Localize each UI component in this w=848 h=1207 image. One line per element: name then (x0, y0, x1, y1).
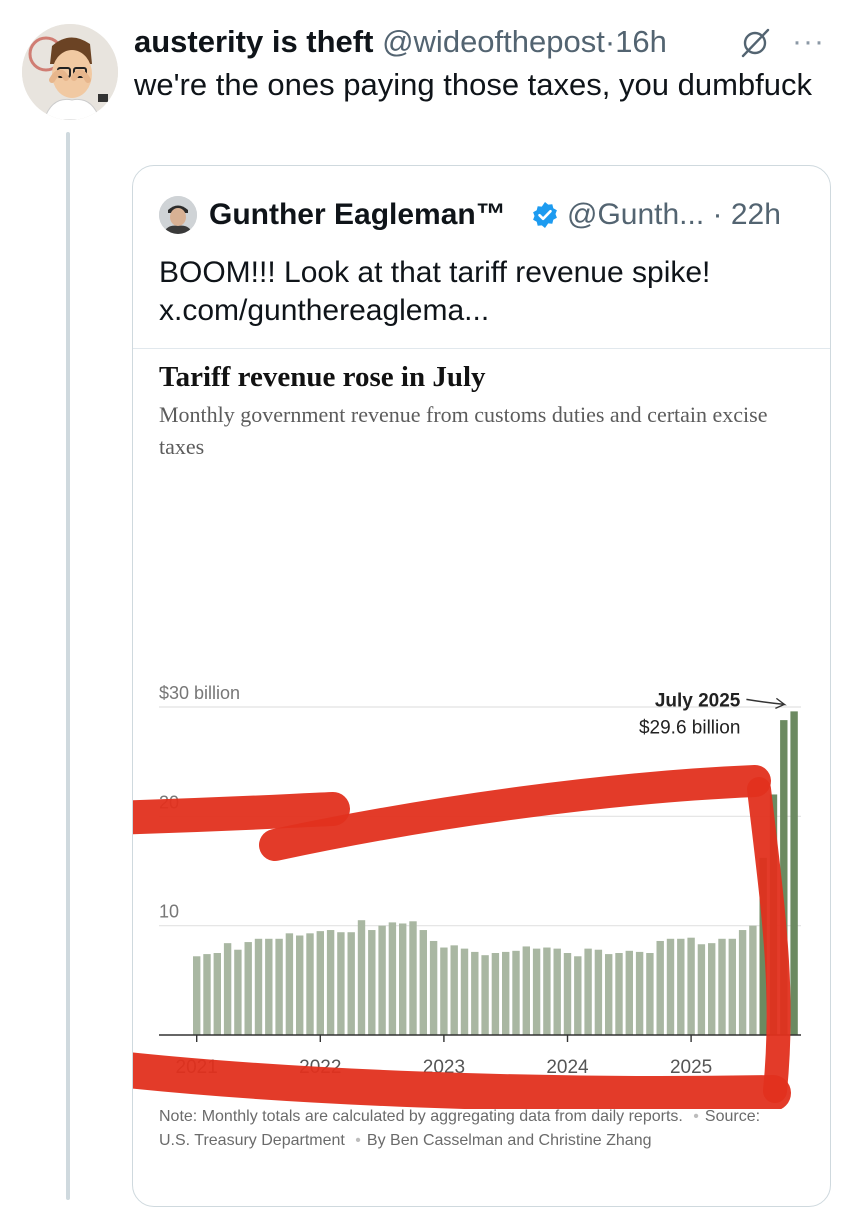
bar (708, 943, 716, 1035)
bar (491, 953, 500, 1035)
x-tick-label: 2024 (546, 1057, 589, 1078)
bar (213, 953, 221, 1035)
bar (759, 857, 767, 1035)
bar (399, 923, 407, 1035)
bar (594, 949, 603, 1035)
bar (419, 930, 427, 1035)
bar (563, 953, 572, 1035)
bar (656, 940, 664, 1035)
bar (378, 925, 386, 1035)
bar (605, 954, 613, 1035)
y-tick-label: 10 (159, 902, 179, 922)
bar (388, 922, 397, 1035)
bar (615, 953, 623, 1035)
bar (223, 943, 232, 1035)
bar (553, 948, 561, 1035)
bar (460, 948, 469, 1035)
author-name[interactable]: austerity is theft (134, 24, 374, 59)
bar (440, 947, 448, 1035)
quoted-tweet[interactable]: Gunther Eagleman™ @Gunth... · 22h BOOM!!… (132, 165, 831, 1207)
quoted-handle-time[interactable]: @Gunth... · 22h (567, 198, 781, 231)
tweet-text: we're the ones paying those taxes, you d… (134, 67, 812, 102)
quoted-tweet-text: BOOM!!! Look at that tariff revenue spik… (159, 256, 711, 327)
bar (749, 925, 757, 1035)
annotation-label: July 2025 (655, 690, 741, 711)
bar (326, 930, 335, 1035)
bar (635, 951, 644, 1035)
bar (697, 944, 706, 1035)
bar (625, 950, 633, 1035)
red-markup-stroke (133, 1052, 791, 1109)
more-icon[interactable]: ··· (792, 25, 825, 58)
bar (275, 938, 283, 1035)
embedded-chart-image[interactable]: Tariff revenue rose in July Monthly gove… (133, 348, 830, 1206)
y-tick-label: $30 billion (159, 683, 240, 703)
bar (780, 720, 788, 1035)
meta-separator: · (604, 24, 616, 59)
avatar[interactable] (22, 24, 118, 120)
note-separator: • (693, 1108, 699, 1125)
bar (481, 955, 489, 1035)
bar (718, 938, 726, 1035)
bar (244, 942, 252, 1035)
bar (429, 940, 438, 1035)
bar (357, 920, 366, 1035)
bar (584, 948, 592, 1035)
annotation-arrow-icon (746, 697, 787, 710)
bar (666, 938, 675, 1035)
bar (450, 945, 458, 1035)
bar (738, 930, 747, 1035)
quoted-author-name[interactable]: Gunther Eagleman™ (209, 198, 506, 231)
bar (306, 933, 314, 1035)
source-text: Source: U.S. Treasury Department (159, 1108, 761, 1149)
grok-icon[interactable] (738, 26, 772, 60)
x-tick-label: 2025 (670, 1057, 712, 1078)
bar (409, 921, 417, 1035)
bar (512, 950, 520, 1035)
red-markup-stroke (747, 777, 791, 1103)
bar (543, 947, 551, 1035)
avatar[interactable] (159, 196, 197, 234)
timestamp[interactable]: 16h (615, 24, 667, 59)
red-markup-stroke (133, 792, 350, 835)
bar (646, 953, 654, 1035)
bar (347, 932, 355, 1035)
byline-text: By Ben Casselman and Christine Zhang (366, 1132, 652, 1149)
bar (193, 956, 201, 1035)
bar (522, 946, 530, 1035)
bar (532, 948, 541, 1035)
quoted-tweet-header: Gunther Eagleman™ @Gunth... · 22h (159, 196, 819, 234)
bar (502, 951, 510, 1035)
bar (368, 930, 376, 1035)
note-separator: • (355, 1132, 361, 1149)
note-text: Note: Monthly totals are calculated by a… (159, 1108, 683, 1125)
bar (254, 938, 263, 1035)
avatar-image (22, 24, 118, 120)
bar (471, 951, 479, 1035)
bar (265, 938, 273, 1035)
tweet-header: austerity is theft @wideofthepost·16h ··… (134, 22, 834, 62)
bar (285, 933, 294, 1035)
verified-badge-icon (533, 202, 557, 228)
bar (296, 935, 304, 1035)
bar (790, 711, 798, 1035)
annotation-value: $29.6 billion (639, 717, 740, 738)
author-handle[interactable]: @wideofthepost (382, 24, 605, 59)
bar (203, 954, 211, 1035)
chart-subtitle: Monthly government revenue from customs … (159, 402, 768, 459)
bar (316, 931, 324, 1035)
bar (687, 937, 695, 1035)
avatar-image (159, 196, 197, 234)
chart-title: Tariff revenue rose in July (159, 361, 486, 393)
thread-line (66, 132, 70, 1200)
bar (728, 938, 736, 1035)
bar (574, 956, 582, 1035)
bar (677, 938, 685, 1035)
red-markup-stroke (259, 765, 771, 861)
bar (337, 932, 345, 1035)
bar (234, 949, 242, 1035)
chart-note: Note: Monthly totals are calculated by a… (159, 1105, 789, 1153)
